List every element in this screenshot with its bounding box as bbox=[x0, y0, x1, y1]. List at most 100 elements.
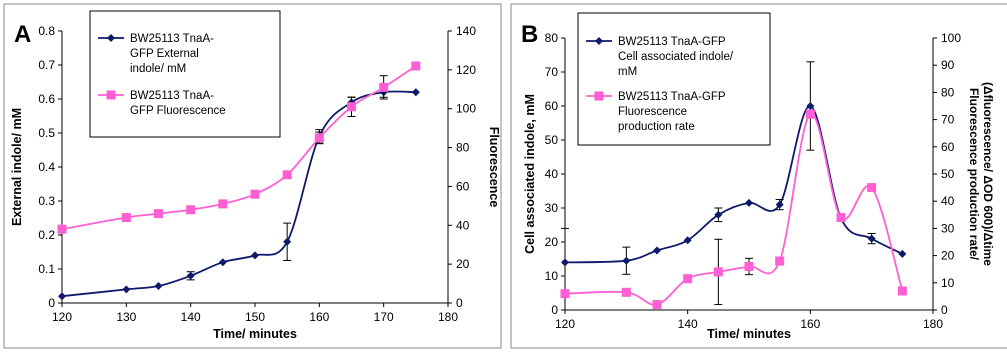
y-tick-label: 0.3 bbox=[38, 194, 55, 208]
y-tick-label: 0.6 bbox=[38, 92, 55, 106]
legend-box bbox=[577, 12, 771, 146]
legend-swatch-marker bbox=[595, 37, 603, 45]
y2-tick-label: 120 bbox=[456, 63, 476, 77]
y-tick-label: 40 bbox=[545, 167, 559, 181]
x-tick-label: 150 bbox=[245, 310, 265, 324]
y2-tick-label: 100 bbox=[456, 102, 476, 116]
y2-tick-label: 0 bbox=[941, 303, 948, 317]
data-point bbox=[251, 251, 259, 260]
legend-label: mM bbox=[618, 66, 637, 78]
data-point bbox=[561, 258, 569, 267]
y-tick-label: 80 bbox=[545, 31, 559, 45]
y2-tick-label: 20 bbox=[941, 249, 955, 263]
y2-axis-title-line: Fluorescence production rate/ bbox=[967, 88, 981, 261]
chart-panel-b: 120 140 160 1800102030405060708001020304050… bbox=[510, 3, 1007, 349]
y-tick-label: 0 bbox=[551, 303, 558, 317]
x-tick-label: 140 bbox=[678, 317, 698, 331]
chart-panel-a: 120 130 140 150 160 170 18000.10.20.30.40.50.6… bbox=[3, 3, 502, 349]
legend-item: BW25113 TnaA-GFP Fluorescence production r… bbox=[586, 91, 726, 133]
data-point bbox=[714, 210, 723, 219]
data-point bbox=[744, 261, 754, 271]
y2-tick-label: 140 bbox=[456, 24, 476, 38]
data-point bbox=[775, 200, 784, 209]
data-point bbox=[154, 282, 163, 290]
x-tick-label: 180 bbox=[438, 310, 458, 324]
y-tick-label: 0.1 bbox=[38, 262, 55, 276]
y2-tick-label: 20 bbox=[456, 257, 470, 271]
y2-tick-label: 60 bbox=[941, 140, 955, 154]
x-tick-label: 140 bbox=[181, 310, 201, 324]
y-tick-label: 50 bbox=[545, 133, 559, 147]
y-axis-title: External indole/ mM bbox=[10, 108, 24, 226]
data-point bbox=[621, 287, 631, 297]
data-point bbox=[250, 189, 260, 199]
y-tick-label: 70 bbox=[545, 65, 559, 79]
data-point bbox=[805, 109, 815, 119]
legend-swatch-marker bbox=[106, 90, 116, 100]
y-tick-label: 20 bbox=[545, 235, 559, 249]
x-tick-label: 130 bbox=[116, 310, 136, 324]
data-point bbox=[653, 246, 661, 255]
series-fluorescence bbox=[57, 61, 421, 234]
data-point bbox=[121, 213, 131, 223]
data-point bbox=[186, 205, 196, 215]
legend-label: Cell associated indole/ bbox=[618, 51, 734, 63]
series-indole bbox=[561, 61, 907, 297]
y-tick-label: 0.2 bbox=[38, 228, 55, 242]
data-point bbox=[745, 198, 753, 207]
y-tick-label: 0.5 bbox=[38, 126, 55, 140]
x-axis-title: Time/ minutes bbox=[707, 327, 791, 341]
legend-label: GFP External bbox=[130, 48, 199, 60]
data-point bbox=[411, 88, 420, 97]
data-point bbox=[379, 82, 389, 92]
y-tick-label: 0.7 bbox=[38, 58, 55, 72]
legend-box bbox=[89, 10, 281, 138]
y2-tick-label: 40 bbox=[456, 218, 470, 232]
data-point bbox=[411, 61, 421, 71]
legend-label: BW25113 TnaA- bbox=[130, 33, 214, 45]
data-point bbox=[314, 133, 324, 143]
legend-label: Fluorescence bbox=[618, 106, 687, 118]
data-point bbox=[283, 237, 292, 246]
data-point bbox=[186, 271, 195, 280]
y2-tick-label: 90 bbox=[941, 58, 955, 72]
data-point bbox=[560, 289, 570, 299]
data-point bbox=[713, 267, 723, 277]
data-point bbox=[57, 224, 67, 234]
y2-tick-label: 0 bbox=[456, 296, 463, 310]
y-tick-label: 0 bbox=[48, 296, 55, 310]
y2-tick-label: 70 bbox=[941, 113, 955, 127]
x-tick-label: 160 bbox=[309, 310, 329, 324]
legend-label: BW25113 TnaA-GFP bbox=[618, 36, 726, 48]
y2-axis-title: Fluorescence bbox=[487, 127, 501, 208]
data-point bbox=[282, 170, 292, 180]
series-fluorescence bbox=[560, 109, 907, 310]
data-point bbox=[154, 209, 163, 219]
y2-tick-label: 30 bbox=[941, 221, 955, 235]
data-point bbox=[218, 199, 228, 209]
x-tick-label: 120 bbox=[555, 317, 575, 331]
x-tick-label: 160 bbox=[800, 317, 820, 331]
legend-label: BW25113 TnaA-GFP bbox=[618, 91, 726, 103]
legend-item: BW25113 TnaA- GFP External indole/ mM bbox=[98, 33, 214, 75]
data-point bbox=[898, 249, 907, 258]
panel-label: A bbox=[14, 21, 31, 48]
legend-label: production rate bbox=[618, 121, 695, 133]
legend-item: BW25113 TnaA-GFP Cell associated indole/m… bbox=[586, 36, 734, 78]
data-point bbox=[652, 300, 662, 310]
data-point bbox=[218, 258, 227, 267]
data-point bbox=[683, 274, 693, 284]
y-axis-title: Cell associated indole, mM bbox=[523, 94, 537, 254]
y2-tick-label: 10 bbox=[941, 276, 955, 290]
y2-tick-label: 60 bbox=[456, 179, 470, 193]
data-point bbox=[836, 213, 846, 223]
y-tick-label: 10 bbox=[545, 269, 559, 283]
y2-tick-label: 80 bbox=[456, 141, 470, 155]
x-axis-title: Time/ minutes bbox=[213, 327, 297, 341]
y2-tick-label: 40 bbox=[941, 194, 955, 208]
data-point bbox=[897, 286, 907, 296]
y-tick-label: 0.8 bbox=[38, 24, 55, 38]
data-point bbox=[347, 102, 356, 112]
